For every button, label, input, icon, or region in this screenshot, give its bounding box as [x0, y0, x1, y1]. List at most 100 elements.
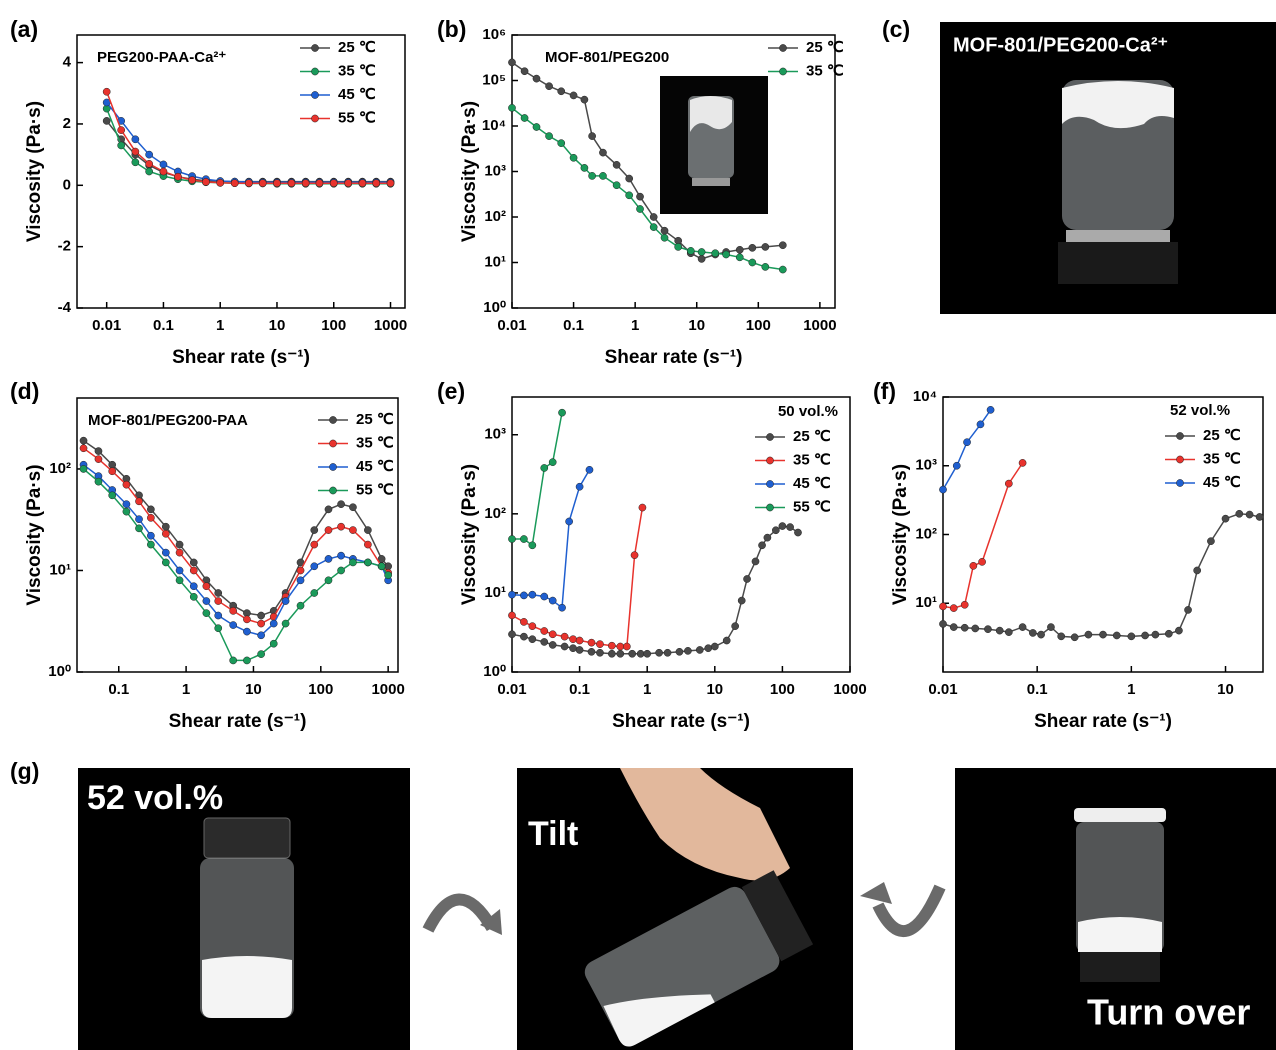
data-point: [529, 623, 536, 630]
data-point: [787, 523, 794, 530]
data-point: [103, 117, 110, 124]
data-point: [588, 648, 595, 655]
data-point: [978, 558, 985, 565]
data-point: [533, 75, 540, 82]
data-point: [202, 178, 209, 185]
x-axis-label: Shear rate (s⁻¹): [172, 347, 310, 368]
data-point: [508, 591, 515, 598]
data-point: [661, 227, 668, 234]
data-point: [626, 192, 633, 199]
data-point: [215, 589, 222, 596]
x-tick-label: 10: [1217, 681, 1234, 698]
legend-marker: [329, 416, 336, 423]
y-tick-label: 10¹: [49, 561, 71, 578]
data-point: [109, 468, 116, 475]
data-point: [282, 597, 289, 604]
legend-marker: [779, 68, 786, 75]
data-point: [1005, 480, 1012, 487]
y-tick-label: 10¹: [915, 594, 937, 611]
photo-g3: Turn over: [955, 768, 1276, 1050]
data-point: [349, 559, 356, 566]
legend-label: 25 ℃: [1203, 427, 1241, 444]
data-point: [772, 527, 779, 534]
data-point: [80, 445, 87, 452]
data-point: [95, 456, 102, 463]
data-point: [1005, 629, 1012, 636]
legend-marker: [1176, 479, 1183, 486]
data-point: [162, 559, 169, 566]
legend-marker: [766, 457, 773, 464]
data-point: [736, 254, 743, 261]
y-tick-label: 2: [63, 115, 71, 132]
data-point: [684, 647, 691, 654]
data-point: [337, 501, 344, 508]
data-point: [118, 142, 125, 149]
data-point: [1165, 630, 1172, 637]
photo-caption: MOF-801/PEG200-Ca²⁺: [953, 34, 1168, 56]
data-point: [190, 583, 197, 590]
data-point: [378, 563, 385, 570]
data-point: [758, 542, 765, 549]
data-point: [1152, 631, 1159, 638]
data-point: [245, 180, 252, 187]
data-point: [215, 625, 222, 632]
data-point: [637, 650, 644, 657]
data-point: [623, 643, 630, 650]
x-tick-label: 0.01: [928, 681, 957, 698]
data-point: [330, 180, 337, 187]
panel-label: (e): [437, 378, 465, 404]
data-point: [135, 525, 142, 532]
data-point: [520, 535, 527, 542]
data-point: [302, 180, 309, 187]
cap: [1080, 952, 1160, 982]
data-point: [558, 604, 565, 611]
data-point: [1085, 631, 1092, 638]
data-point: [752, 558, 759, 565]
thread: [1066, 230, 1170, 242]
data-point: [215, 597, 222, 604]
data-point: [1142, 632, 1149, 639]
data-point: [764, 534, 771, 541]
data-point: [1071, 634, 1078, 641]
data-point: [1058, 633, 1065, 640]
data-point: [779, 242, 786, 249]
series-line: [84, 469, 389, 660]
data-point: [1099, 631, 1106, 638]
data-point: [349, 504, 356, 511]
data-point: [661, 234, 668, 241]
panel-label: (g): [10, 758, 39, 784]
data-point: [1175, 627, 1182, 634]
legend-marker: [329, 440, 336, 447]
data-point: [558, 140, 565, 147]
x-tick-label: 10: [688, 317, 705, 334]
y-tick-label: 10⁰: [483, 663, 506, 680]
data-point: [644, 650, 651, 657]
x-tick-label: 1: [1127, 681, 1135, 698]
data-point: [589, 132, 596, 139]
y-tick-label: 10⁴: [482, 117, 506, 134]
photo-c: MOF-801/PEG200-Ca²⁺: [940, 22, 1276, 314]
y-tick-label: 0: [63, 176, 71, 193]
chart-title: MOF-801/PEG200: [545, 49, 669, 66]
data-point: [1207, 538, 1214, 545]
data-point: [1194, 567, 1201, 574]
x-tick-label: 0.01: [497, 317, 526, 334]
data-point: [599, 172, 606, 179]
data-point: [570, 92, 577, 99]
data-point: [676, 648, 683, 655]
data-point: [203, 597, 210, 604]
data-point: [541, 627, 548, 634]
data-point: [520, 633, 527, 640]
legend-label: 25 ℃: [338, 39, 376, 56]
y-tick-label: 10⁰: [483, 299, 506, 316]
legend-marker: [311, 91, 318, 98]
sample: [1078, 917, 1162, 952]
data-point: [950, 605, 957, 612]
y-tick-label: 10¹: [484, 584, 506, 601]
x-axis-label: Shear rate (s⁻¹): [605, 347, 743, 368]
data-point: [364, 559, 371, 566]
x-tick-label: 10: [269, 317, 286, 334]
data-point: [529, 636, 536, 643]
data-point: [95, 447, 102, 454]
data-point: [569, 645, 576, 652]
